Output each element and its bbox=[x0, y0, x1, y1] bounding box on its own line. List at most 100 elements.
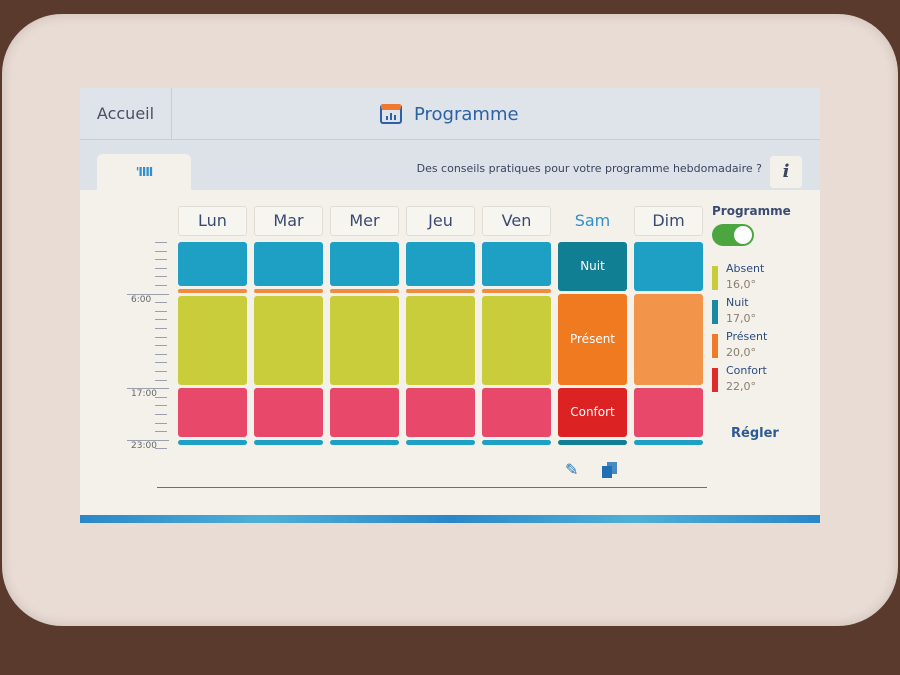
hour-tick bbox=[155, 371, 167, 372]
legend-item: Nuit 17,0° bbox=[712, 296, 801, 330]
sub-bar: 'IIII Des conseils pratiques pour votre … bbox=[80, 140, 820, 194]
time-label: 6:00 bbox=[131, 294, 152, 305]
legend-item: Confort 22,0° bbox=[712, 364, 801, 398]
hour-tick bbox=[155, 259, 167, 261]
day-tab-lun[interactable]: Lun bbox=[178, 206, 247, 236]
schedule-panel: 6:00 17:00 23:00 Lun Mar Mer Jeu Ven Sam Nuit Pré… bbox=[97, 190, 803, 500]
time-label: 23:00 bbox=[131, 440, 157, 451]
day-column-ven[interactable] bbox=[482, 242, 551, 450]
page-title: Programme bbox=[380, 88, 519, 140]
day-column-sam[interactable]: Nuit Présent Confort bbox=[558, 242, 627, 450]
schedule-segment-nuit[interactable]: Nuit bbox=[558, 242, 627, 291]
color-swatch bbox=[712, 368, 718, 392]
day-column-mer[interactable] bbox=[330, 242, 399, 450]
schedule-segment-present[interactable] bbox=[634, 293, 703, 386]
schedule-segment-nuit[interactable] bbox=[330, 439, 399, 446]
schedule-segment-present[interactable] bbox=[178, 289, 247, 294]
hour-tick bbox=[155, 362, 167, 364]
home-button[interactable]: Accueil bbox=[80, 88, 172, 140]
schedule-segment-nuit[interactable] bbox=[406, 242, 475, 287]
schedule-segment-nuit[interactable] bbox=[558, 439, 627, 446]
mode-name: Absent bbox=[726, 262, 765, 275]
day-column-mar[interactable] bbox=[254, 242, 323, 450]
schedule-segment-absent[interactable] bbox=[482, 296, 551, 386]
hour-tick bbox=[155, 431, 167, 433]
schedule-segment-confort[interactable] bbox=[634, 388, 703, 437]
hour-tick bbox=[155, 345, 167, 347]
schedule-segment-confort[interactable] bbox=[406, 388, 475, 437]
day-tab-mar[interactable]: Mar bbox=[254, 206, 323, 236]
schedule-segment-nuit[interactable] bbox=[254, 242, 323, 287]
schedule-segment-confort[interactable]: Confort bbox=[558, 388, 627, 437]
mode-temp: 17,0° bbox=[726, 312, 756, 325]
mode-name: Confort bbox=[726, 364, 767, 377]
schedule-segment-nuit[interactable] bbox=[482, 242, 551, 287]
hour-tick bbox=[155, 336, 167, 338]
hour-tick bbox=[155, 396, 167, 398]
program-toggle[interactable] bbox=[712, 224, 754, 246]
day-tab-sam[interactable]: Sam bbox=[558, 206, 627, 236]
time-marker-line bbox=[127, 388, 169, 390]
schedule-segment-present[interactable]: Présent bbox=[558, 293, 627, 386]
day-column-jeu[interactable] bbox=[406, 242, 475, 450]
hour-tick bbox=[155, 414, 167, 415]
schedule-segment-present[interactable] bbox=[254, 289, 323, 294]
adjust-button[interactable]: Régler bbox=[731, 426, 779, 441]
mode-name: Nuit bbox=[726, 296, 749, 309]
day-tab-dim[interactable]: Dim bbox=[634, 206, 703, 236]
day-column-dim[interactable] bbox=[634, 242, 703, 450]
schedule-segment-nuit[interactable] bbox=[634, 242, 703, 291]
calendar-chart-icon bbox=[380, 104, 402, 124]
hour-tick bbox=[155, 448, 167, 450]
day-tab-ven[interactable]: Ven bbox=[482, 206, 551, 236]
tab-program-week[interactable]: 'IIII bbox=[97, 154, 191, 194]
time-marker-line bbox=[127, 439, 169, 441]
schedule-segment-nuit[interactable] bbox=[482, 439, 551, 446]
schedule-segment-present[interactable] bbox=[330, 289, 399, 294]
hour-tick bbox=[155, 319, 167, 321]
page-title-text: Programme bbox=[414, 103, 519, 125]
schedule-segment-nuit[interactable] bbox=[330, 242, 399, 287]
hour-tick bbox=[155, 285, 167, 286]
day-tab-mer[interactable]: Mer bbox=[330, 206, 399, 236]
schedule-segment-absent[interactable] bbox=[178, 296, 247, 386]
hour-tick bbox=[155, 405, 167, 407]
schedule-segment-confort[interactable] bbox=[482, 388, 551, 437]
tips-link[interactable]: Des conseils pratiques pour votre progra… bbox=[416, 162, 762, 175]
day-column-lun[interactable] bbox=[178, 242, 247, 450]
schedule-segment-present[interactable] bbox=[482, 289, 551, 294]
thermostat-screen: Accueil Programme 'IIII Des conseils pra… bbox=[80, 88, 820, 523]
mode-temp: 20,0° bbox=[726, 346, 756, 359]
hour-tick bbox=[155, 328, 167, 329]
hour-tick bbox=[155, 310, 167, 312]
schedule-segment-nuit[interactable] bbox=[254, 439, 323, 446]
schedule-segment-nuit[interactable] bbox=[178, 439, 247, 446]
color-swatch bbox=[712, 300, 718, 324]
time-marker-line bbox=[127, 293, 169, 295]
hour-tick bbox=[155, 267, 167, 269]
schedule-segment-absent[interactable] bbox=[406, 296, 475, 386]
legend-panel: Programme Absent 16,0° Nuit 17,0° Présen… bbox=[709, 204, 801, 449]
schedule-segment-confort[interactable] bbox=[254, 388, 323, 437]
schedule-segment-nuit[interactable] bbox=[178, 242, 247, 287]
color-swatch bbox=[712, 266, 718, 290]
hour-tick bbox=[155, 276, 167, 278]
hour-tick bbox=[155, 302, 167, 304]
hour-tick bbox=[155, 353, 167, 355]
schedule-segment-confort[interactable] bbox=[330, 388, 399, 437]
day-tab-jeu[interactable]: Jeu bbox=[406, 206, 475, 236]
time-label: 17:00 bbox=[131, 389, 157, 400]
info-button[interactable]: i bbox=[770, 156, 802, 188]
schedule-segment-nuit[interactable] bbox=[406, 439, 475, 446]
color-swatch bbox=[712, 334, 718, 358]
schedule-segment-absent[interactable] bbox=[330, 296, 399, 386]
schedule-segment-present[interactable] bbox=[406, 289, 475, 294]
hour-tick bbox=[155, 242, 167, 243]
copy-icon[interactable] bbox=[602, 462, 618, 478]
hour-tick bbox=[155, 250, 167, 252]
schedule-segment-confort[interactable] bbox=[178, 388, 247, 437]
pencil-icon[interactable]: ✎ bbox=[565, 460, 579, 479]
schedule-segment-nuit[interactable] bbox=[634, 439, 703, 446]
top-bar: Accueil Programme bbox=[80, 88, 820, 140]
schedule-segment-absent[interactable] bbox=[254, 296, 323, 386]
